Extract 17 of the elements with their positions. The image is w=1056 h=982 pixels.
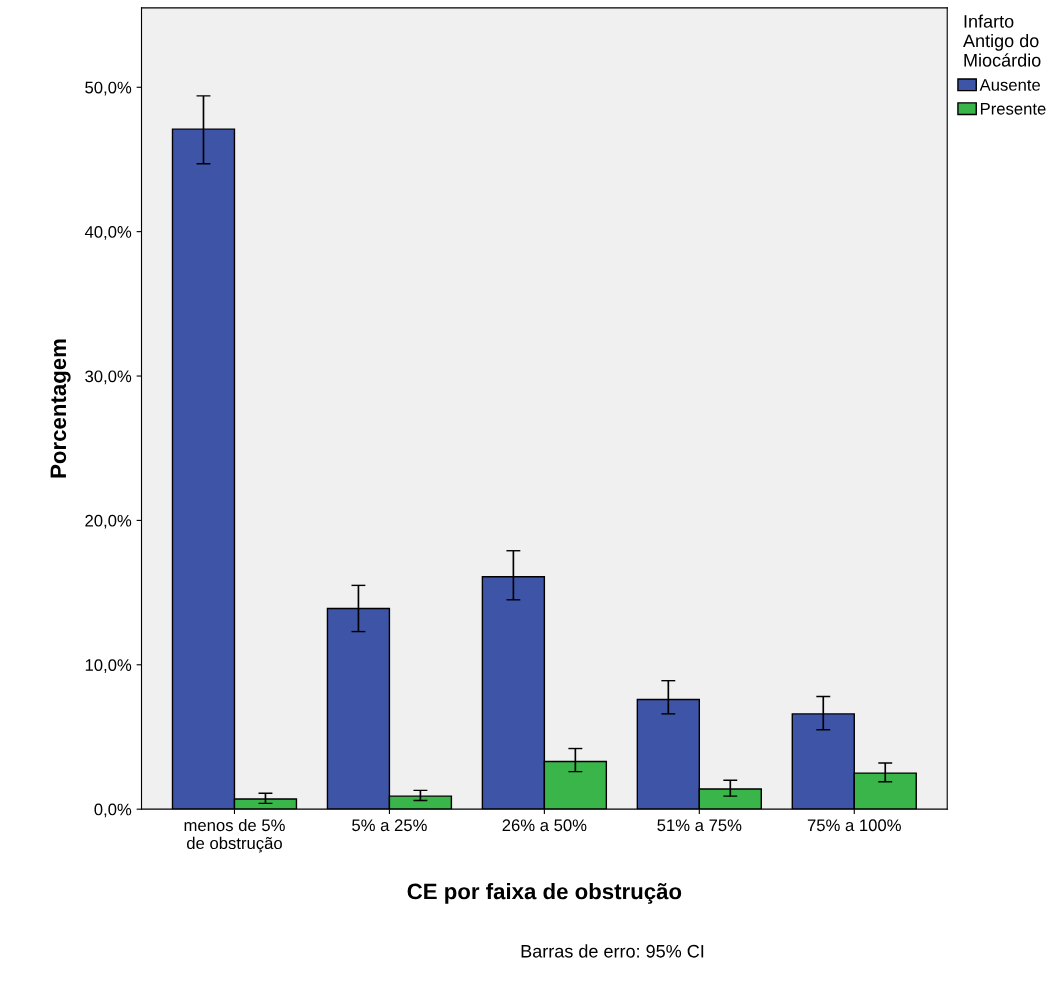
x-tick-label: 26% a 50% — [502, 819, 587, 832]
legend-title: Infarto Antigo do Miocárdio — [963, 14, 1041, 67]
legend-label: Ausente — [979, 79, 1041, 91]
y-tick-label: 40,0% — [84, 226, 132, 240]
y-axis-title: Porcentagem — [50, 339, 71, 478]
y-tick-label: 20,0% — [85, 514, 132, 529]
y-tick-label: 10,0% — [85, 659, 132, 673]
x-tick-label: 51% a 75% — [657, 819, 742, 832]
text: Barras de erro: 95% CI — [521, 944, 704, 958]
y-tick-label: 50,0% — [85, 81, 132, 96]
y-tick-label: 30,0% — [85, 370, 132, 385]
y-tick-label: 0,0% — [94, 803, 132, 818]
x-tick-label: 5% a 25% — [352, 819, 427, 832]
legend-label: Presente — [980, 103, 1046, 115]
x-axis-title: CE por faixa de obstrução — [407, 883, 682, 904]
x-tick-label: 75% a 100% — [807, 819, 901, 832]
x-tick-label: menos de 5% de obstrução — [184, 818, 285, 853]
